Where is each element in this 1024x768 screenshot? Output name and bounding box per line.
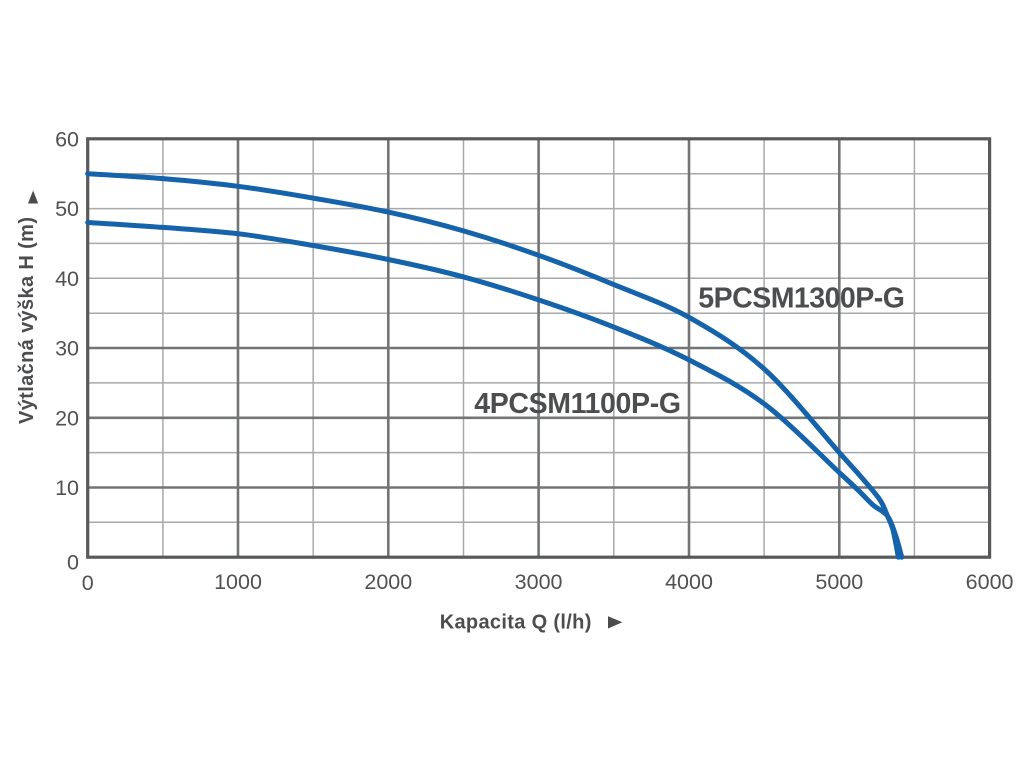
svg-text:10: 10 bbox=[55, 476, 79, 500]
svg-text:30: 30 bbox=[55, 337, 79, 361]
svg-text:5PCSM1300P-G: 5PCSM1300P-G bbox=[698, 283, 905, 315]
svg-text:5000: 5000 bbox=[815, 570, 863, 594]
svg-text:20: 20 bbox=[55, 406, 79, 430]
svg-text:4000: 4000 bbox=[665, 570, 713, 594]
svg-text:4PCSM1100P-G: 4PCSM1100P-G bbox=[474, 388, 681, 420]
svg-text:Kapacita Q (l/h): Kapacita Q (l/h) bbox=[440, 612, 592, 634]
svg-text:40: 40 bbox=[55, 267, 79, 291]
svg-text:0: 0 bbox=[82, 571, 94, 595]
svg-text:60: 60 bbox=[55, 128, 79, 152]
svg-text:Výtlačná výška H (m): Výtlačná výška H (m) bbox=[16, 217, 38, 424]
svg-text:2000: 2000 bbox=[364, 570, 412, 594]
svg-text:1000: 1000 bbox=[214, 570, 262, 594]
svg-text:0: 0 bbox=[67, 551, 79, 575]
svg-text:3000: 3000 bbox=[515, 570, 563, 594]
svg-text:50: 50 bbox=[55, 197, 79, 221]
svg-text:6000: 6000 bbox=[966, 570, 1014, 594]
